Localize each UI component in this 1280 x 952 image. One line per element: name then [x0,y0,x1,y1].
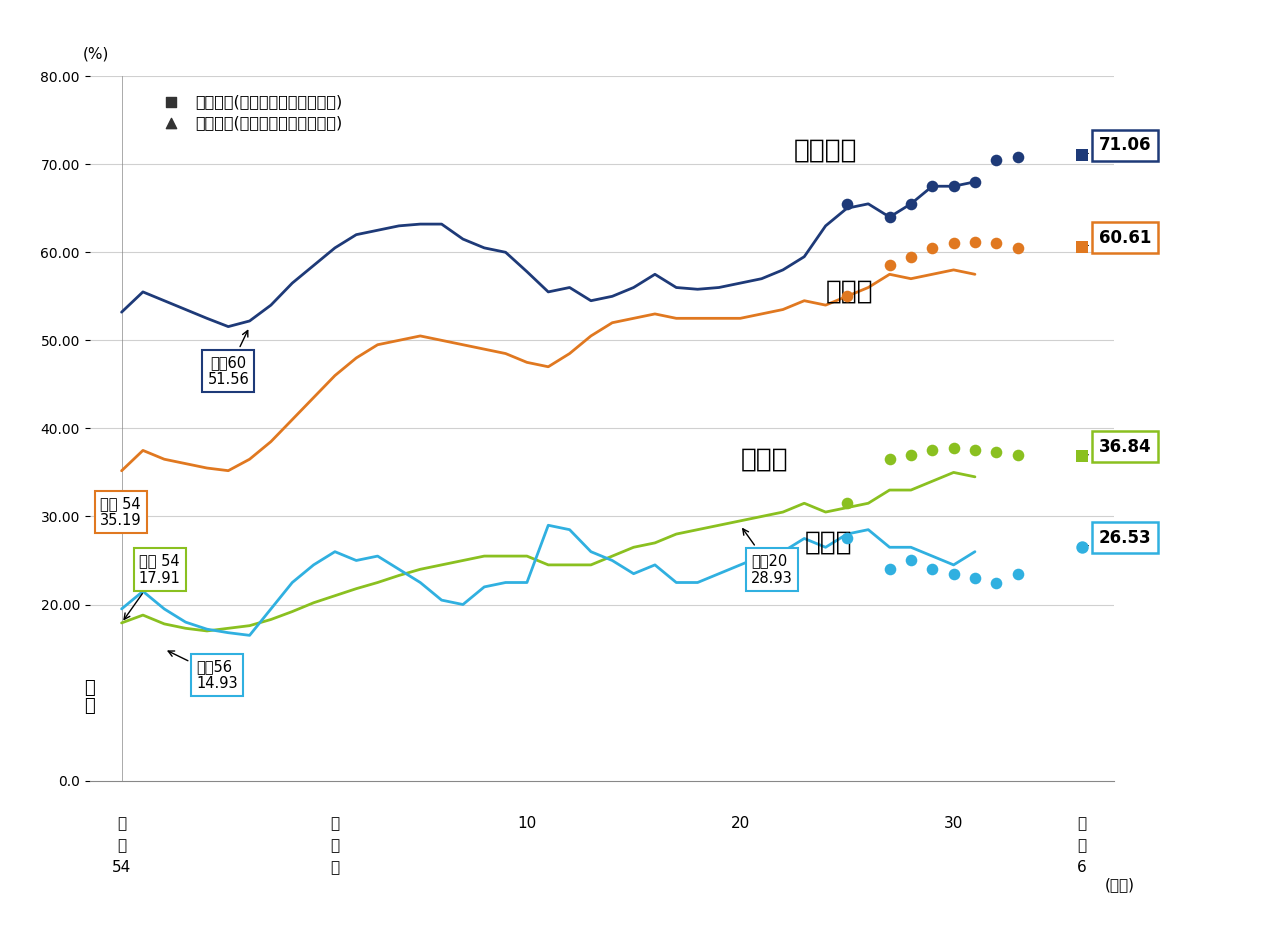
Point [965,570,986,585]
Point [901,196,922,211]
Point [922,240,942,255]
Point [922,179,942,194]
Text: (年度): (年度) [1105,878,1135,893]
Text: 20: 20 [731,816,750,831]
Point [837,531,858,546]
Point [837,496,858,511]
Point [901,249,922,265]
Text: 30: 30 [943,816,964,831]
Point [1007,447,1028,463]
Point [986,152,1006,168]
Point [922,562,942,577]
Text: 昭和 54
35.19: 昭和 54 35.19 [100,496,142,528]
Point [922,443,942,458]
Text: 幼稚園: 幼稚園 [804,530,852,556]
Point [965,234,986,249]
Point [943,236,964,251]
Point [901,447,922,463]
Text: 昭: 昭 [116,816,127,831]
Point [879,258,900,273]
Point [837,196,858,211]
Text: ～: ～ [84,697,95,715]
Text: 昭和 54
17.91: 昭和 54 17.91 [124,553,180,620]
Point [1071,239,1092,254]
Point [879,209,900,225]
Text: 71.06: 71.06 [1084,136,1151,154]
Point [1071,448,1092,464]
Text: 6: 6 [1076,860,1087,875]
Text: 成: 成 [330,838,339,853]
Text: 和: 和 [1076,838,1087,853]
Point [986,575,1006,590]
Text: 和: 和 [116,838,127,853]
Text: ～: ～ [84,679,95,697]
Text: 昭和56
14.93: 昭和56 14.93 [168,651,238,691]
Text: 小学校: 小学校 [740,446,788,472]
Text: 令: 令 [1076,816,1087,831]
Text: 54: 54 [111,860,132,875]
Point [901,553,922,568]
Point [965,443,986,458]
Text: (%): (%) [83,47,110,62]
Point [1007,566,1028,582]
Text: 昭和60
51.56: 昭和60 51.56 [207,330,250,387]
Text: 平: 平 [330,816,339,831]
Legend: 過去最大(令和２～５年度は除く), 過去最小(令和２～５年度は除く): 過去最大(令和２～５年度は除く), 過去最小(令和２～５年度は除く) [148,88,348,137]
Text: 高等学校: 高等学校 [794,138,858,164]
Point [943,440,964,455]
Point [879,562,900,577]
Point [986,236,1006,251]
Text: 36.84: 36.84 [1084,438,1151,456]
Point [1071,148,1092,163]
Text: 10: 10 [517,816,536,831]
Point [986,445,1006,460]
Point [1007,240,1028,255]
Text: 元: 元 [330,860,339,875]
Point [837,288,858,304]
Point [965,174,986,189]
Text: 26.53: 26.53 [1084,528,1151,546]
Point [943,566,964,582]
Text: 60.61: 60.61 [1084,228,1151,247]
Text: 中学校: 中学校 [826,279,873,305]
Point [1007,149,1028,165]
Point [1071,540,1092,555]
Point [879,451,900,466]
Text: 平成20
28.93: 平成20 28.93 [742,528,792,585]
Point [943,179,964,194]
